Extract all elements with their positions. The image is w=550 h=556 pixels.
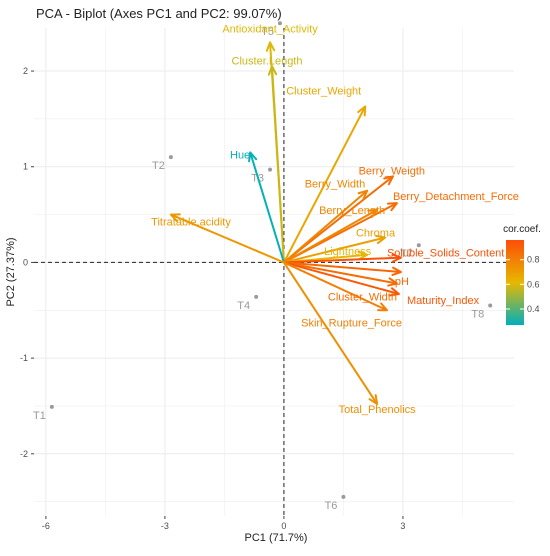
observation-point bbox=[277, 21, 282, 26]
loading-arrowhead bbox=[387, 277, 398, 287]
loading-label: Berry_Width bbox=[305, 179, 366, 191]
observation-points: T1T2T3T4T5T6T7T8 bbox=[33, 21, 493, 512]
loading-arrow bbox=[283, 261, 400, 295]
loading-arrow bbox=[283, 261, 378, 405]
observation-point bbox=[49, 404, 54, 409]
loading-arrowhead bbox=[391, 253, 402, 263]
observation-label: T7 bbox=[400, 248, 413, 260]
loading-label: Total_Phenolics bbox=[339, 404, 417, 416]
observation-point bbox=[341, 494, 346, 499]
observation-point bbox=[254, 294, 259, 299]
loading-arrow bbox=[283, 208, 378, 264]
loading-arrowhead bbox=[357, 250, 369, 261]
x-tick-label: -3 bbox=[161, 521, 169, 531]
loading-arrow bbox=[283, 106, 367, 263]
loading-arrow bbox=[271, 66, 285, 263]
x-tick-label: 3 bbox=[400, 521, 405, 531]
loading-arrow bbox=[283, 261, 402, 273]
observation-label: T2 bbox=[152, 160, 165, 172]
loading-label: pH bbox=[395, 276, 409, 288]
legend-title: cor.coef. bbox=[503, 224, 541, 235]
loading-label: Maturity_Index bbox=[407, 295, 480, 307]
x-axis-ticks: -6 -3 0 3 bbox=[42, 516, 405, 531]
variable-labels: Antioxidant_Activity Cluster.Length Cluste… bbox=[151, 23, 519, 416]
y-axis-ticks: -2 -1 0 1 2 bbox=[20, 66, 34, 459]
color-legend: cor.coef. 0.4 0.6 0.8 bbox=[503, 224, 541, 325]
loading-label: Soluble_Solids_Content bbox=[387, 248, 504, 260]
loading-arrow bbox=[283, 236, 386, 264]
loading-arrowhead bbox=[389, 287, 400, 297]
observation-point bbox=[268, 167, 273, 172]
loading-arrowhead bbox=[357, 105, 367, 117]
loading-label: Hue bbox=[230, 149, 250, 161]
loading-arrowhead bbox=[357, 189, 369, 200]
loading-label: Antioxidant_Activity bbox=[222, 23, 318, 35]
loading-arrowhead bbox=[391, 266, 402, 276]
y-tick-label: 0 bbox=[23, 257, 28, 267]
loading-label: Cluster.Length bbox=[232, 55, 303, 67]
legend-tick-label: 0.6 bbox=[527, 279, 540, 289]
loading-arrowhead bbox=[386, 202, 398, 212]
loading-label: Cluster_Width bbox=[328, 291, 397, 303]
reference-lines bbox=[34, 28, 514, 516]
y-tick-label: 1 bbox=[23, 162, 28, 172]
observation-label: T4 bbox=[237, 300, 250, 312]
legend-color-bar bbox=[506, 240, 524, 325]
observation-point bbox=[168, 155, 173, 160]
y-axis-label: PC2 (27.37%) bbox=[5, 237, 17, 306]
loading-arrow bbox=[283, 189, 368, 264]
loading-label: Titratable.acidity bbox=[151, 217, 231, 229]
legend-ticks: 0.4 0.6 0.8 bbox=[506, 255, 540, 314]
chart-title: PCA - Biplot (Axes PC1 and PC2: 99.07%) bbox=[36, 6, 282, 21]
y-tick-label: 2 bbox=[23, 66, 28, 76]
loading-arrowhead bbox=[169, 213, 181, 223]
observation-label: T5 bbox=[261, 26, 274, 38]
y-tick-label: -2 bbox=[20, 449, 28, 459]
x-axis-label: PC1 (71.7%) bbox=[245, 532, 308, 544]
loading-arrowhead bbox=[368, 394, 379, 406]
x-tick-label: 0 bbox=[281, 521, 286, 531]
variable-arrows bbox=[169, 41, 402, 406]
loading-arrowhead bbox=[248, 151, 258, 163]
loading-arrowhead bbox=[265, 41, 276, 52]
observation-label: T1 bbox=[33, 410, 46, 422]
loading-arrow bbox=[249, 152, 285, 263]
loading-arrowhead bbox=[377, 302, 389, 312]
observation-point bbox=[488, 303, 493, 308]
observation-label: T8 bbox=[471, 308, 484, 320]
loading-arrowhead bbox=[367, 208, 379, 219]
legend-tick-label: 0.8 bbox=[527, 255, 540, 265]
loading-label: Skin_Rupture_Force bbox=[301, 317, 402, 329]
loading-arrowhead bbox=[375, 234, 387, 245]
legend-tick-label: 0.4 bbox=[527, 304, 540, 314]
x-tick-label: -6 bbox=[42, 521, 50, 531]
observation-label: T6 bbox=[325, 500, 338, 512]
loading-arrow bbox=[283, 261, 398, 285]
y-tick-label: -1 bbox=[20, 353, 28, 363]
loading-label: Cluster_Weight bbox=[286, 85, 361, 97]
loading-arrow bbox=[283, 256, 401, 264]
loading-label: Berry_Weigth bbox=[359, 165, 425, 177]
loading-arrow bbox=[283, 261, 388, 312]
loading-arrowhead bbox=[383, 175, 395, 186]
observation-point bbox=[416, 243, 421, 248]
loading-arrowhead bbox=[267, 65, 278, 76]
loading-label: Berry_Detachment_Force bbox=[393, 191, 519, 203]
loading-arrow bbox=[170, 213, 285, 264]
loading-label: Lightness bbox=[324, 246, 372, 258]
loading-label: Chroma bbox=[356, 228, 396, 240]
loading-label: Berry_Length bbox=[319, 205, 385, 217]
